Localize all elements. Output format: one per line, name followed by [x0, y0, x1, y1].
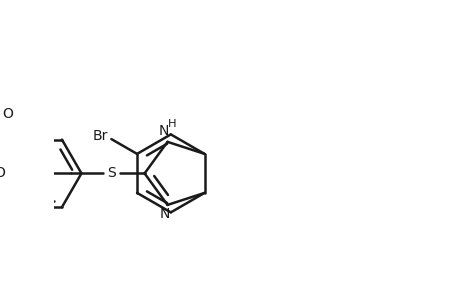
- Text: O: O: [3, 107, 14, 121]
- Text: N: N: [159, 124, 169, 139]
- Text: N: N: [159, 207, 169, 221]
- Text: S: S: [107, 167, 116, 180]
- Text: H: H: [167, 119, 176, 129]
- Text: O: O: [0, 167, 5, 180]
- Text: Br: Br: [93, 129, 108, 143]
